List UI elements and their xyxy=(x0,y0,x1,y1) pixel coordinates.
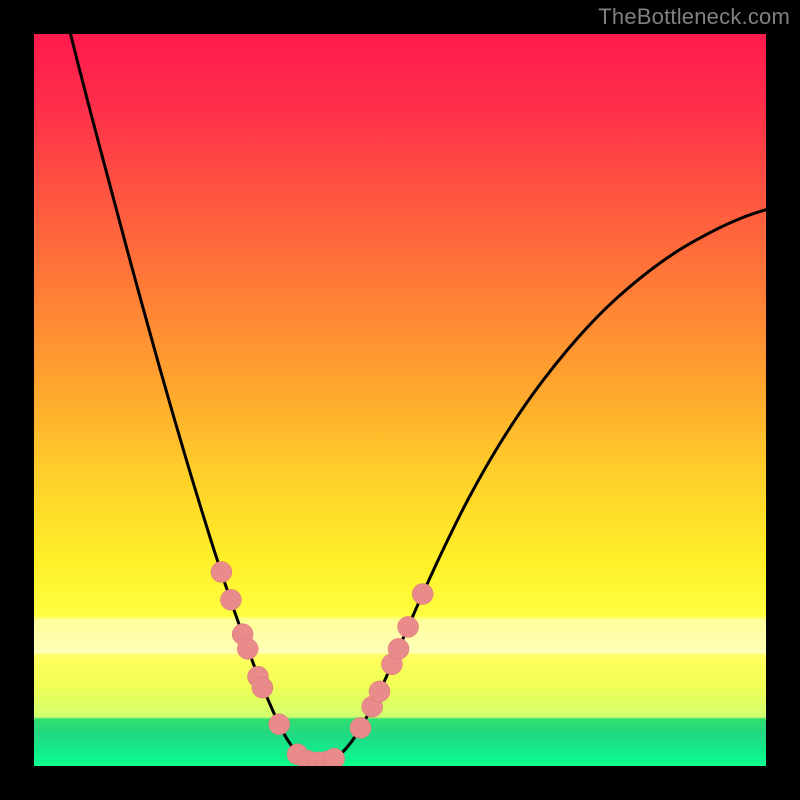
data-marker xyxy=(369,681,390,702)
data-marker xyxy=(237,638,258,659)
bottleneck-chart-svg xyxy=(34,34,766,766)
chart-plot-area xyxy=(34,34,766,766)
data-marker xyxy=(252,677,273,698)
data-marker xyxy=(398,616,419,637)
data-marker xyxy=(412,583,433,604)
watermark-label: TheBottleneck.com xyxy=(598,4,790,30)
data-marker xyxy=(220,589,241,610)
data-marker xyxy=(388,638,409,659)
data-marker xyxy=(324,748,345,766)
data-marker xyxy=(350,717,371,738)
data-marker xyxy=(269,714,290,735)
data-marker xyxy=(211,562,232,583)
